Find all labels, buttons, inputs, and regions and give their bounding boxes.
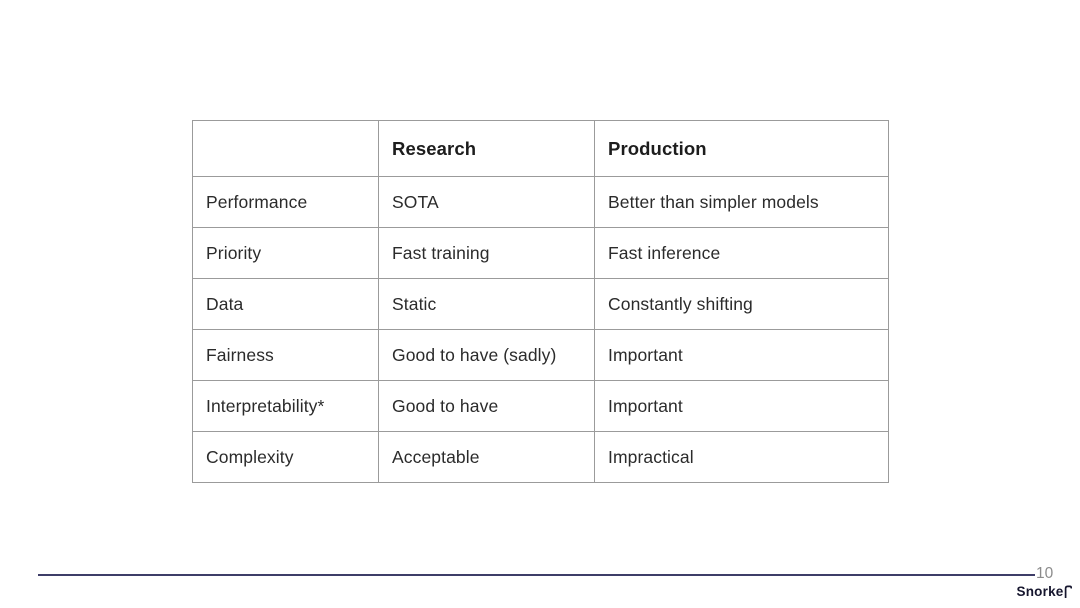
row-label: Complexity [192,431,379,483]
header-cell-research: Research [378,120,595,177]
snorkel-flag-icon [1064,585,1073,601]
production-cell: Impractical [594,431,889,483]
research-cell: Good to have (sadly) [378,329,595,381]
row-label: Interpretability* [192,380,379,432]
production-cell: Important [594,329,889,381]
table-row: Interpretability* Good to have Important [192,380,889,432]
footer-divider [38,574,1035,576]
table-header-row: Research Production [192,120,889,177]
row-label: Data [192,278,379,330]
table-row: Priority Fast training Fast inference [192,227,889,279]
research-cell: Fast training [378,227,595,279]
research-cell: Static [378,278,595,330]
row-label: Priority [192,227,379,279]
header-cell-empty [192,120,379,177]
research-vs-production-table: Research Production Performance SOTA Bet… [192,120,889,483]
table-row: Fairness Good to have (sadly) Important [192,329,889,381]
header-cell-production: Production [594,120,889,177]
research-cell: Good to have [378,380,595,432]
production-cell: Fast inference [594,227,889,279]
row-label: Performance [192,176,379,228]
research-cell: Acceptable [378,431,595,483]
snorkel-logo: Snorke [1016,584,1073,601]
production-cell: Important [594,380,889,432]
table-row: Complexity Acceptable Impractical [192,431,889,483]
production-cell: Constantly shifting [594,278,889,330]
production-cell: Better than simpler models [594,176,889,228]
snorkel-wordmark-text: Snorke [1016,584,1064,599]
research-cell: SOTA [378,176,595,228]
table-row: Performance SOTA Better than simpler mod… [192,176,889,228]
table-row: Data Static Constantly shifting [192,278,889,330]
row-label: Fairness [192,329,379,381]
page-number: 10 [1036,565,1054,582]
